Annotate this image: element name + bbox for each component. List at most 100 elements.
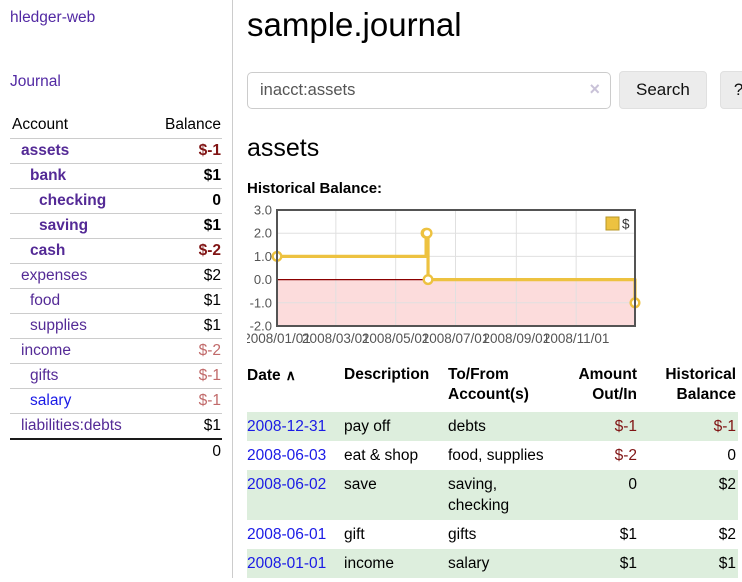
account-name-cell: assets <box>10 139 149 164</box>
account-link[interactable]: supplies <box>30 317 87 334</box>
transaction-description: income <box>344 555 394 572</box>
clear-search-icon[interactable]: × <box>589 78 600 99</box>
transaction-date-cell: 2008-01-01 <box>247 549 344 578</box>
account-row: supplies $1 <box>10 313 222 339</box>
y-axis-tick-label: 2.0 <box>254 226 272 241</box>
accounts-total-row: 0 <box>10 439 222 464</box>
account-row: gifts $-1 <box>10 363 222 389</box>
svg-text:$: $ <box>622 217 630 232</box>
column-header-date[interactable]: Date ∧ <box>247 365 344 412</box>
x-axis-tick-label: 2008/01/01 <box>247 331 311 346</box>
x-axis-tick-label: 2008/09/01 <box>483 331 551 346</box>
transaction-balance: $2 <box>718 476 736 493</box>
account-link[interactable]: bank <box>30 167 67 184</box>
transaction-date-link[interactable]: 2008-01-01 <box>247 555 327 572</box>
account-row: liabilities:debts $1 <box>10 413 222 440</box>
accounts-total-value: 0 <box>212 443 221 460</box>
transaction-balance: $1 <box>718 555 736 572</box>
app-title: hledger-web <box>10 9 222 27</box>
main-content: sample.journal × Search ? assets Histori… <box>233 0 742 578</box>
account-link[interactable]: checking <box>39 192 107 209</box>
account-column-header: Account <box>12 116 69 133</box>
column-header-text: Date <box>247 367 281 384</box>
register-row: 2008-12-31 pay off debts $-1 $-1 <box>247 412 738 441</box>
transaction-accounts: debts <box>448 418 486 435</box>
journal-link[interactable]: Journal <box>10 73 61 90</box>
transaction-description: pay off <box>344 418 391 435</box>
column-header-text: Out/In <box>592 386 637 403</box>
transaction-accounts: food, supplies <box>448 447 544 464</box>
account-name-cell: income <box>10 339 149 364</box>
transaction-accounts: salary <box>448 555 490 572</box>
app-title-link[interactable]: hledger-web <box>10 9 96 26</box>
account-link[interactable]: salary <box>30 392 72 409</box>
y-axis-tick-label: -1.0 <box>250 295 272 310</box>
account-name-cell: gifts <box>10 364 149 389</box>
register-row: 2008-06-03 eat & shop food, supplies $-2… <box>247 441 738 470</box>
register-table: Date ∧ Description To/From Account(s) Amount O… <box>247 365 738 578</box>
help-button[interactable]: ? <box>719 71 742 109</box>
transaction-balance: 0 <box>727 447 736 464</box>
account-row: salary $-1 <box>10 388 222 414</box>
x-axis-tick-label: 2008/07/01 <box>422 331 490 346</box>
search-button[interactable]: Search <box>619 71 707 109</box>
column-header-text: Description <box>344 366 430 383</box>
transaction-date-cell: 2008-06-03 <box>247 441 344 470</box>
account-balance: $-2 <box>198 342 221 359</box>
account-link[interactable]: expenses <box>21 267 88 284</box>
column-header-text: Amount <box>578 366 637 383</box>
account-row: saving $1 <box>10 213 222 239</box>
y-axis-tick-label: 1.0 <box>254 249 272 264</box>
account-row: expenses $2 <box>10 263 222 289</box>
x-axis-tick-label: 2008/03/01 <box>302 331 370 346</box>
account-name-cell: checking <box>10 189 149 214</box>
search-input[interactable] <box>247 71 611 109</box>
account-balance: $2 <box>203 267 221 284</box>
account-balance: $-1 <box>198 392 221 409</box>
account-balance: $1 <box>203 217 221 234</box>
transaction-date-link[interactable]: 2008-06-02 <box>247 476 327 493</box>
accounts-table: Account Balance assets $-1 bank $1 check… <box>10 114 222 464</box>
x-axis-tick-label: 2008/11/01 <box>543 331 610 346</box>
account-row: assets $-1 <box>10 138 222 164</box>
register-row: 2008-06-01 gift gifts $1 $2 <box>247 520 738 549</box>
account-row: food $1 <box>10 288 222 314</box>
account-link[interactable]: saving <box>39 217 89 234</box>
chart-label: Historical Balance: <box>247 180 383 197</box>
column-header-text: Account(s) <box>448 386 529 403</box>
account-link[interactable]: food <box>30 292 61 309</box>
transaction-date-link[interactable]: 2008-06-01 <box>247 526 327 543</box>
sidebar: hledger-web Journal Account Balance asse… <box>0 0 233 578</box>
account-row: income $-2 <box>10 338 222 364</box>
register-row: 2008-06-02 save saving, checking 0 $2 <box>247 470 738 520</box>
transaction-amount: $1 <box>619 555 637 572</box>
historical-balance-chart[interactable]: $3.0 2.0 1.0 0.0 -1.0 -2.0 2008/01/01 2008/03/0… <box>247 204 742 350</box>
y-axis-tick-label: 3.0 <box>254 204 272 218</box>
transaction-date-link[interactable]: 2008-06-03 <box>247 447 327 464</box>
account-balance: $-1 <box>198 142 221 159</box>
chart-canvas[interactable]: $3.0 2.0 1.0 0.0 -1.0 -2.02008/01/012008/03/0… <box>247 204 651 350</box>
account-link[interactable]: gifts <box>30 367 59 384</box>
transaction-amount: 0 <box>628 476 637 493</box>
account-link[interactable]: cash <box>30 242 66 259</box>
transaction-description: gift <box>344 526 365 543</box>
account-balance: $1 <box>203 292 221 309</box>
y-axis-tick-label: -2.0 <box>250 319 272 334</box>
column-header-to-from: To/From Account(s) <box>448 365 560 412</box>
register-row: 2008-01-01 income salary $1 $1 <box>247 549 738 578</box>
account-row: checking 0 <box>10 188 222 214</box>
account-link[interactable]: assets <box>21 142 70 159</box>
account-name-cell: saving <box>10 214 149 239</box>
account-balance: 0 <box>212 192 221 209</box>
transaction-balance: $2 <box>718 526 736 543</box>
transaction-date-cell: 2008-06-01 <box>247 520 344 549</box>
account-name-cell: liabilities:debts <box>10 414 149 440</box>
account-link[interactable]: liabilities:debts <box>21 417 122 434</box>
page-title: sample.journal <box>247 6 462 43</box>
account-link[interactable]: income <box>21 342 71 359</box>
nav-journal: Journal <box>10 73 222 91</box>
chart-legend: $ <box>605 216 630 232</box>
account-name-cell: supplies <box>10 314 149 339</box>
transaction-date-link[interactable]: 2008-12-31 <box>247 418 327 435</box>
